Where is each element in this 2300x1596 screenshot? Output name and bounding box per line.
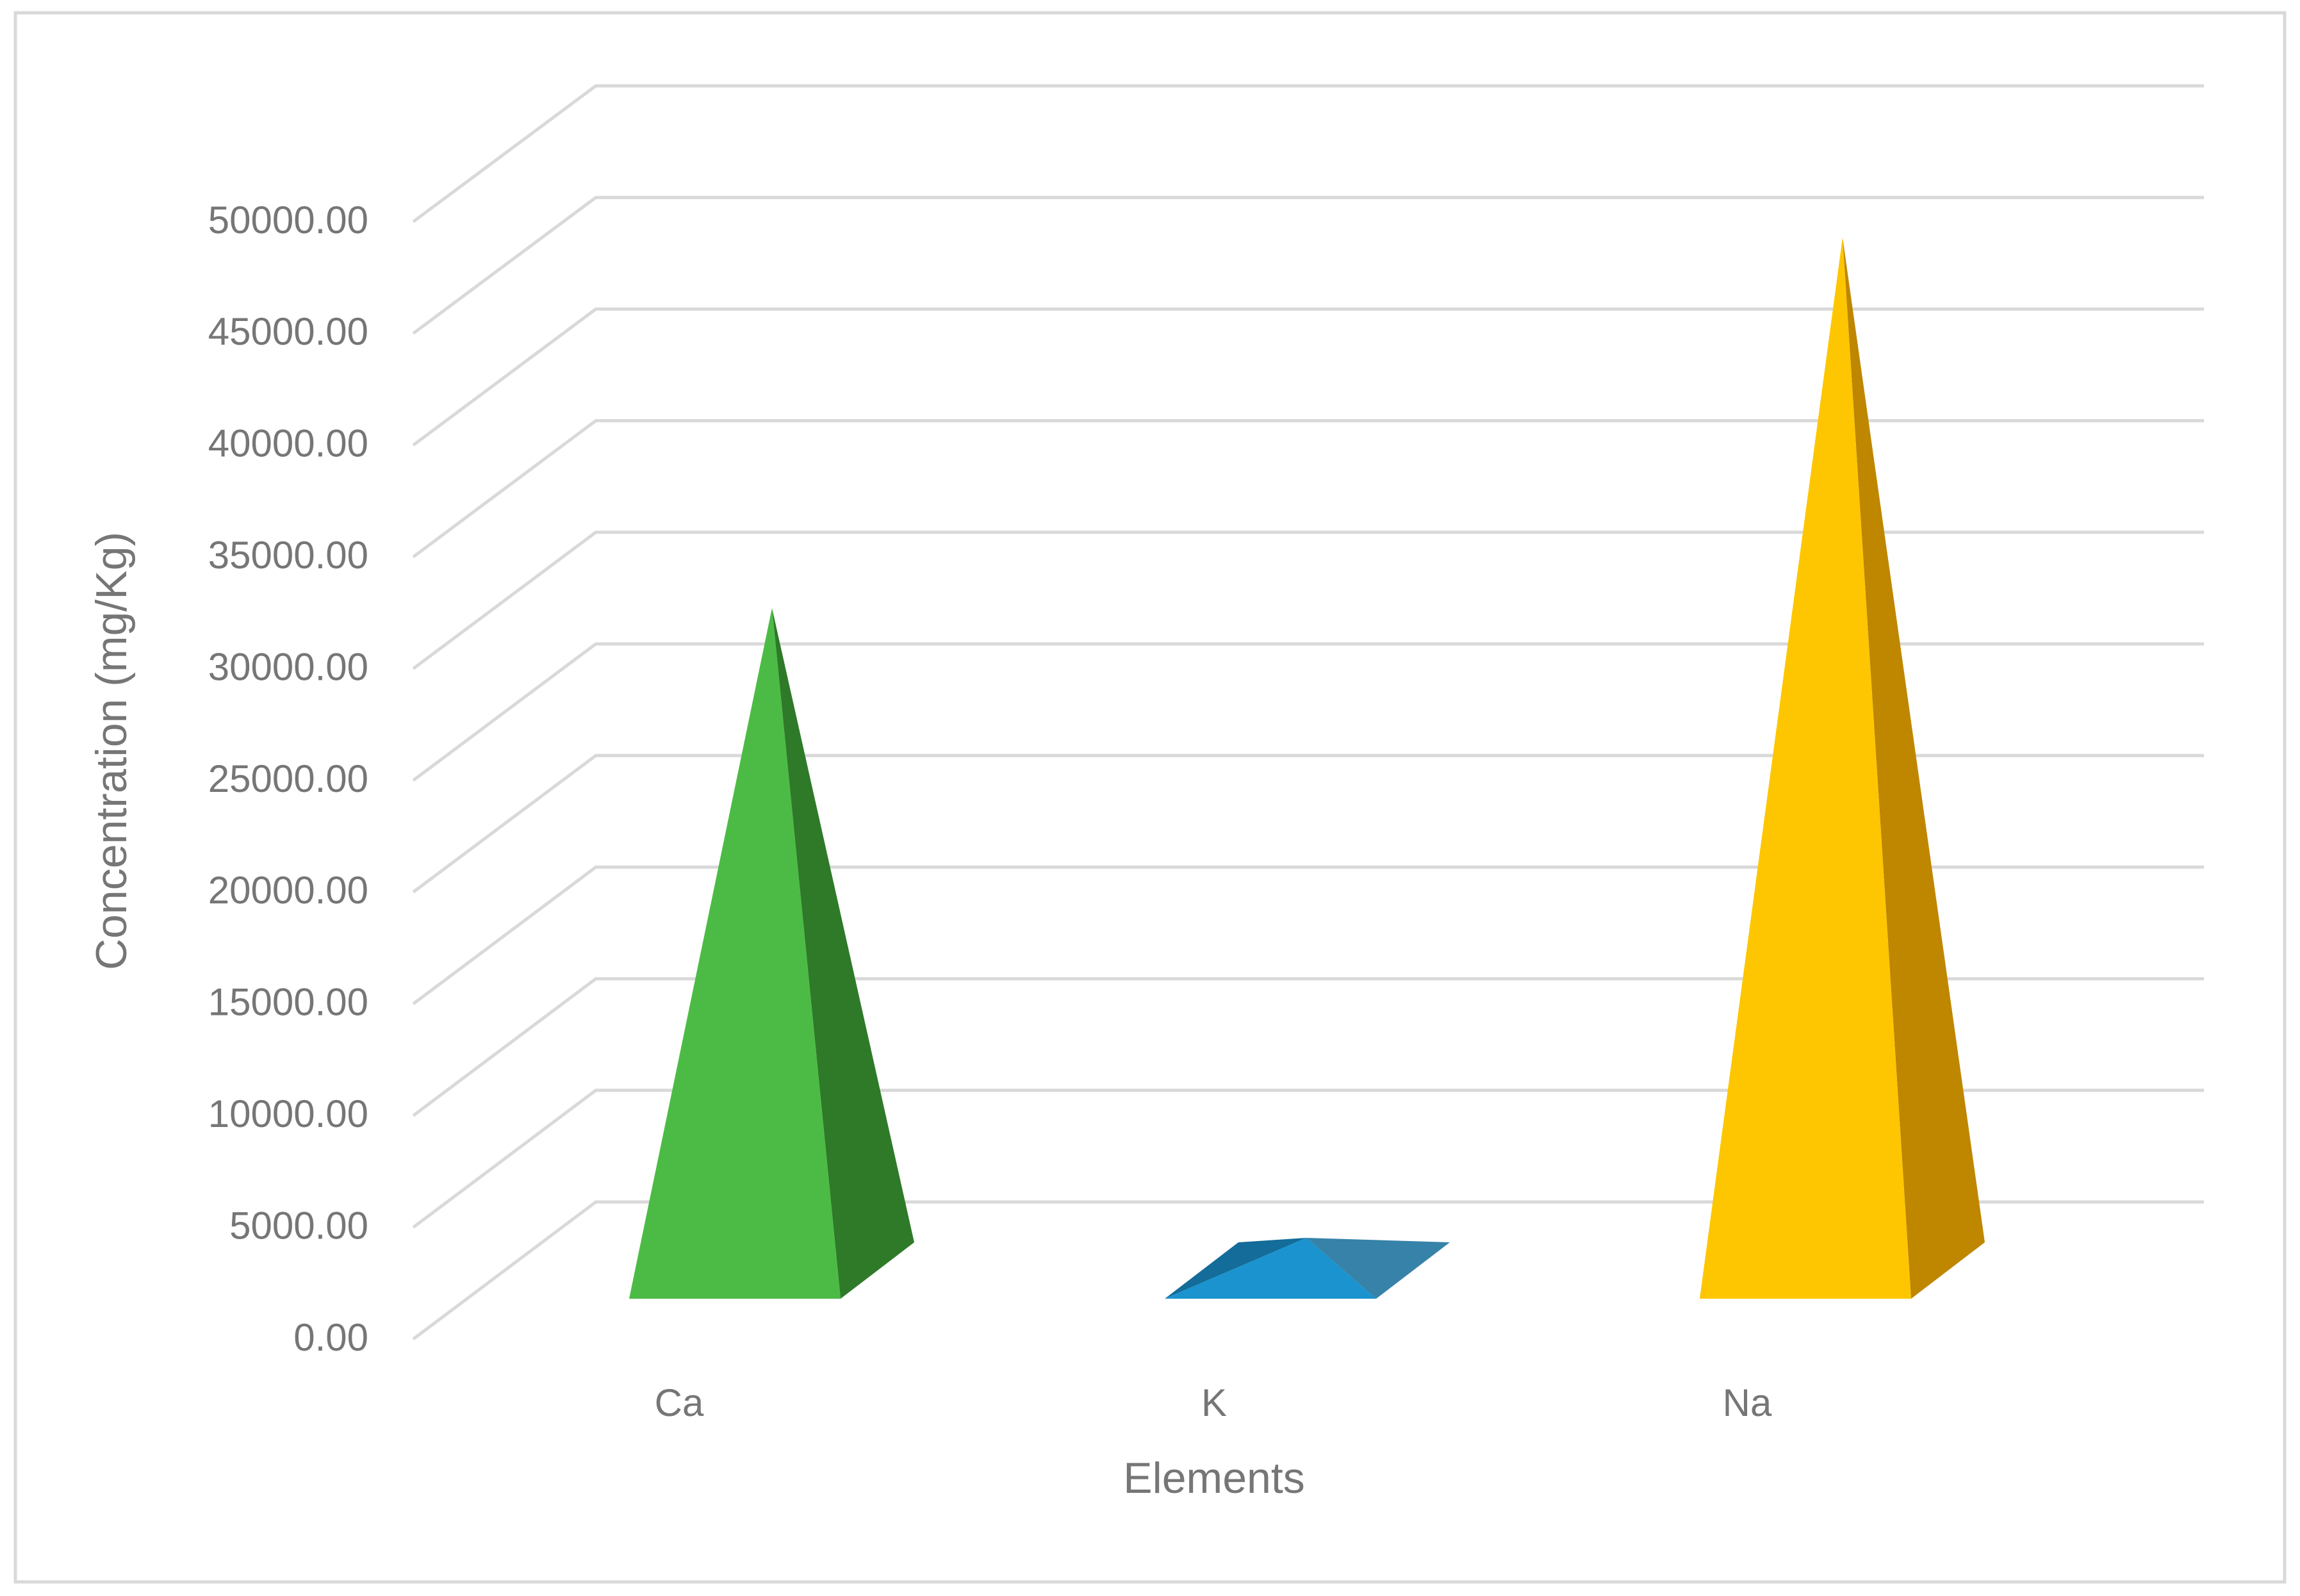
y-tick-label: 40000.00 bbox=[208, 422, 368, 465]
bar-na bbox=[1700, 237, 1985, 1299]
gridline bbox=[412, 865, 2204, 1005]
gridline bbox=[412, 977, 2204, 1117]
gridline bbox=[412, 642, 2204, 782]
y-tick-label: 35000.00 bbox=[208, 534, 368, 577]
bar-ca bbox=[629, 608, 914, 1299]
y-tick-label: 10000.00 bbox=[208, 1092, 368, 1135]
x-tick-label: Na bbox=[1723, 1381, 1772, 1424]
y-tick-label: 30000.00 bbox=[208, 645, 368, 688]
bar-face-side bbox=[772, 608, 914, 1299]
bar-k bbox=[1165, 1238, 1450, 1299]
bar-face-side bbox=[1306, 1238, 1450, 1299]
gridline bbox=[412, 1200, 2204, 1340]
y-tick-label: 0.00 bbox=[293, 1316, 368, 1359]
y-tick-label: 50000.00 bbox=[208, 199, 368, 242]
x-axis-title: Elements bbox=[1123, 1454, 1304, 1502]
gridline bbox=[412, 195, 2204, 335]
gridline bbox=[412, 1089, 2204, 1229]
x-tick-label: K bbox=[1201, 1381, 1227, 1424]
y-tick-label: 20000.00 bbox=[208, 869, 368, 912]
bars bbox=[629, 237, 1985, 1299]
y-tick-label: 25000.00 bbox=[208, 757, 368, 800]
bar-face-front bbox=[1165, 1238, 1376, 1299]
y-tick-label: 15000.00 bbox=[208, 981, 368, 1024]
gridline bbox=[412, 307, 2204, 447]
y-axis-tick-labels: 0.00 5000.00 10000.00 15000.00 20000.00 25000… bbox=[208, 199, 368, 1359]
x-tick-label: Ca bbox=[655, 1381, 704, 1424]
y-tick-label: 5000.00 bbox=[229, 1204, 368, 1247]
y-tick-label: 45000.00 bbox=[208, 310, 368, 353]
gridline bbox=[412, 419, 2204, 559]
y-axis-title: Concentration (mg/Kg) bbox=[87, 532, 136, 970]
bar-face-front bbox=[1700, 237, 1911, 1299]
x-axis-tick-labels: Ca K Na bbox=[655, 1381, 1772, 1424]
gridline bbox=[412, 753, 2204, 894]
bar-face-side bbox=[1843, 237, 1985, 1299]
gridlines bbox=[412, 84, 2204, 1340]
gridline bbox=[412, 531, 2204, 670]
bar-face-front bbox=[629, 608, 841, 1299]
